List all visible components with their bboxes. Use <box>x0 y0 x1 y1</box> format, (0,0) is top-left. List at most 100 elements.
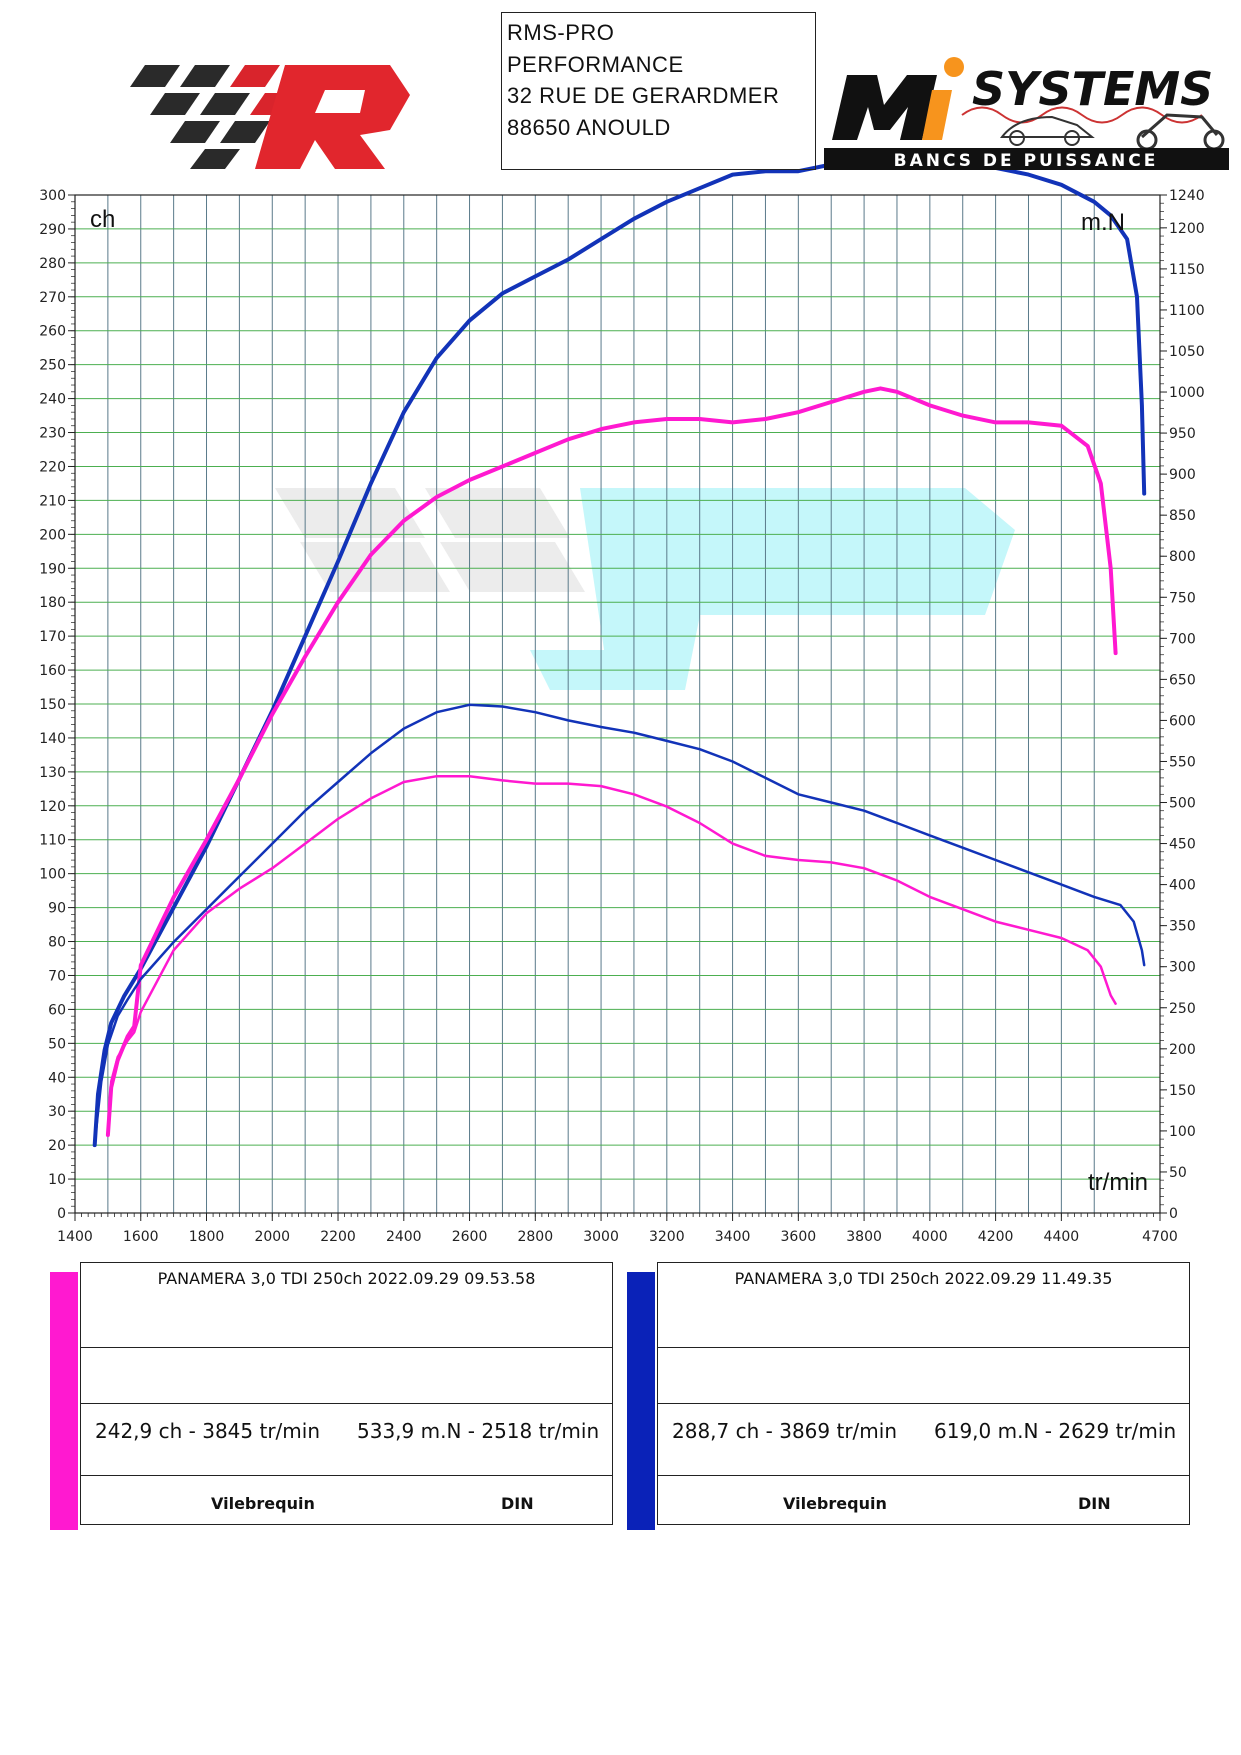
legend-box-run-2: PANAMERA 3,0 TDI 250ch 2022.09.29 11.49.… <box>657 1262 1190 1525</box>
mi-systems-logo-graphic: SYSTEMS BANCS DE PUISSANCE <box>824 57 1229 171</box>
y-right-tick-label: 300 <box>1169 960 1196 976</box>
y-right-tick-label: 1200 <box>1169 221 1205 237</box>
rp-logo-graphic <box>130 65 410 169</box>
x-tick-label: 4000 <box>912 1229 948 1245</box>
x-unit-label: tr/min <box>1088 1169 1148 1196</box>
y-left-tick-label: 270 <box>39 290 66 306</box>
y-right-tick-label: 800 <box>1169 549 1196 565</box>
y-right-tick-label: 400 <box>1169 878 1196 894</box>
y-left-tick-label: 240 <box>39 392 66 408</box>
y-right-tick-label: 100 <box>1169 1124 1196 1140</box>
y-left-tick-label: 300 <box>39 188 66 204</box>
watermark-slash-3 <box>425 488 570 538</box>
legend-peak-power: 288,7 ch - 3869 tr/min <box>672 1419 897 1443</box>
y-right-tick-label: 750 <box>1169 590 1196 606</box>
y-left-tick-label: 230 <box>39 426 66 442</box>
y-left-tick-label: 0 <box>57 1206 66 1222</box>
legend-swatch-blue <box>627 1272 655 1530</box>
x-tick-label: 3000 <box>583 1229 619 1245</box>
x-tick-label: 4200 <box>978 1229 1014 1245</box>
legend-row-divider <box>658 1405 1189 1476</box>
legend-run-title: PANAMERA 3,0 TDI 250ch 2022.09.29 09.53.… <box>157 1269 536 1288</box>
y-left-tick-label: 130 <box>39 765 66 781</box>
chart-curves <box>92 152 1147 1148</box>
mi-systems-brand-text: SYSTEMS <box>972 62 1213 116</box>
y-right-tick-label: 1000 <box>1169 385 1205 401</box>
y-right-tick-label: 450 <box>1169 837 1196 853</box>
y-left-tick-label: 120 <box>39 799 66 815</box>
y-right-tick-label: 850 <box>1169 508 1196 524</box>
power-curve-magenta <box>105 386 1118 1137</box>
y-left-tick-label: 90 <box>48 901 66 917</box>
x-tick-label: 4700 <box>1142 1229 1178 1245</box>
y-left-tick-label: 10 <box>48 1172 66 1188</box>
x-tick-label: 3400 <box>715 1229 751 1245</box>
x-tick-label: 2600 <box>452 1229 488 1245</box>
mi-systems-logo: SYSTEMS BANCS DE PUISSANCE <box>822 45 1232 180</box>
y-right-tick-label: 900 <box>1169 467 1196 483</box>
y-right-tick-label: 1050 <box>1169 344 1205 360</box>
legend-correction-source: Vilebrequin <box>211 1494 315 1513</box>
address-box: RMS-PRO PERFORMANCE 32 RUE DE GERARDMER … <box>501 12 816 170</box>
y-left-tick-label: 190 <box>39 561 66 577</box>
y-left-tick-label: 20 <box>48 1138 66 1154</box>
rp-checkered-logo <box>120 55 420 175</box>
legend-correction-norm: DIN <box>501 1494 534 1513</box>
y-left-tick-label: 100 <box>39 867 66 883</box>
y-right-tick-label: 150 <box>1169 1083 1196 1099</box>
y-right-tick-label: 650 <box>1169 672 1196 688</box>
y-right-tick-label: 600 <box>1169 713 1196 729</box>
torque-curve-magenta <box>106 774 1117 1137</box>
y-right-tick-label: 50 <box>1169 1165 1187 1181</box>
y-left-tick-label: 60 <box>48 1002 66 1018</box>
y-left-tick-label: 30 <box>48 1104 66 1120</box>
y-left-tick-label: 290 <box>39 222 66 238</box>
y-right-unit-label: m.N <box>1081 209 1125 236</box>
legend-box-run-1: PANAMERA 3,0 TDI 250ch 2022.09.29 09.53.… <box>80 1262 613 1525</box>
y-right-tick-label: 500 <box>1169 796 1196 812</box>
y-right-tick-label: 1240 <box>1169 188 1205 204</box>
y-right-tick-label: 250 <box>1169 1001 1196 1017</box>
y-left-tick-label: 110 <box>39 833 66 849</box>
legend-correction-source: Vilebrequin <box>783 1494 887 1513</box>
y-right-tick-label: 350 <box>1169 919 1196 935</box>
x-tick-label: 4400 <box>1044 1229 1080 1245</box>
chart-ticks: 1400 1600 1800 2000 2200 2400 2600 2800 3000 3200… <box>39 188 1204 1245</box>
legend-row-divider <box>81 1263 612 1348</box>
y-right-tick-label: 1100 <box>1169 303 1205 319</box>
address-line-2: PERFORMANCE <box>507 51 684 77</box>
legend-correction-norm: DIN <box>1078 1494 1111 1513</box>
y-right-tick-label: 550 <box>1169 754 1196 770</box>
y-right-tick-label: 1150 <box>1169 262 1205 278</box>
legend-run-title: PANAMERA 3,0 TDI 250ch 2022.09.29 11.49.… <box>734 1269 1113 1288</box>
y-left-unit-label: ch <box>90 206 115 233</box>
x-tick-label: 3600 <box>781 1229 817 1245</box>
legend-row-divider <box>658 1263 1189 1348</box>
y-left-tick-label: 70 <box>48 968 66 984</box>
y-left-tick-label: 160 <box>39 663 66 679</box>
legend-row-divider <box>658 1349 1189 1404</box>
legend-row-divider <box>81 1405 612 1476</box>
y-left-tick-label: 50 <box>48 1036 66 1052</box>
y-left-tick-label: 260 <box>39 324 66 340</box>
address-line-4: 88650 ANOULD <box>507 114 671 140</box>
x-tick-label: 2200 <box>320 1229 356 1245</box>
y-left-tick-label: 80 <box>48 935 66 951</box>
legend-peak-torque: 533,9 m.N - 2518 tr/min <box>357 1419 600 1443</box>
chart-grid <box>75 195 1160 1213</box>
torque-curve-blue <box>93 703 1146 1145</box>
y-left-tick-label: 280 <box>39 256 66 272</box>
x-tick-label: 1400 <box>57 1229 93 1245</box>
legend-peak-torque: 619,0 m.N - 2629 tr/min <box>934 1419 1177 1443</box>
y-right-tick-label: 950 <box>1169 426 1196 442</box>
x-tick-label: 1800 <box>189 1229 225 1245</box>
address-line-3: 32 RUE DE GERARDMER <box>507 83 780 108</box>
x-tick-label: 3800 <box>846 1229 882 1245</box>
mi-systems-tagline: BANCS DE PUISSANCE <box>894 151 1159 171</box>
y-right-tick-label: 700 <box>1169 631 1196 647</box>
y-left-tick-label: 210 <box>39 493 66 509</box>
watermark-slash-2 <box>300 542 450 592</box>
x-tick-label: 2000 <box>254 1229 290 1245</box>
y-right-tick-label: 0 <box>1169 1206 1178 1222</box>
legend-peak-power: 242,9 ch - 3845 tr/min <box>95 1419 320 1443</box>
